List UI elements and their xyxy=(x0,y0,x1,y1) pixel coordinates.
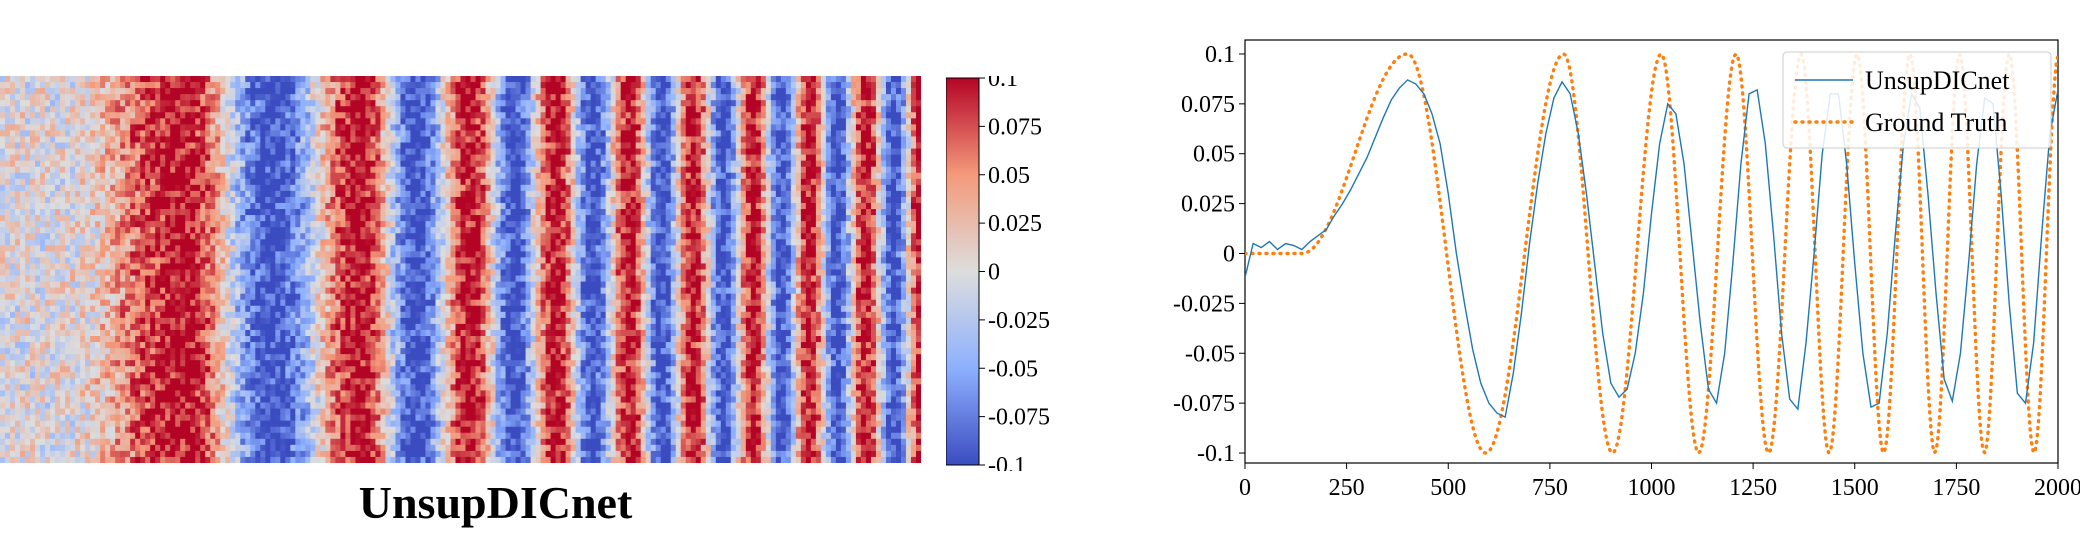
colorbar-tick-label: -0.025 xyxy=(988,308,1050,334)
y-tick-label: -0.05 xyxy=(1185,341,1235,367)
x-tick-label: 250 xyxy=(1329,475,1365,501)
colorbar-tick-label: 0.05 xyxy=(988,163,1030,189)
y-tick-label: 0.025 xyxy=(1181,192,1235,218)
y-tick-label: -0.1 xyxy=(1197,441,1235,467)
x-tick-label: 500 xyxy=(1430,475,1466,501)
strain-field-heatmap xyxy=(0,76,921,463)
colorbar-tick-label: 0.1 xyxy=(988,76,1018,92)
series-ground-truth xyxy=(1245,49,2058,457)
y-tick-label: 0 xyxy=(1223,241,1235,267)
colorbar-tick-label: 0 xyxy=(988,260,1000,286)
y-tick-label: 0.1 xyxy=(1205,42,1235,68)
heatmap-title: UnsupDICnet xyxy=(358,477,633,528)
y-tick-label: -0.025 xyxy=(1173,291,1235,317)
x-tick-label: 1000 xyxy=(1628,475,1676,501)
colorbar-tick-label: -0.05 xyxy=(988,356,1038,382)
legend-label-unsupdicnet: UnsupDICnet xyxy=(1865,66,2010,95)
x-tick-label: 1500 xyxy=(1831,475,1879,501)
colorbar-tick-label: -0.075 xyxy=(988,405,1050,431)
heatmap-image xyxy=(0,76,921,463)
y-tick-label: 0.075 xyxy=(1181,92,1235,118)
legend-label-ground-truth: Ground Truth xyxy=(1865,108,2007,137)
colorbar-tick-label: 0.075 xyxy=(988,114,1042,140)
x-tick-label: 1750 xyxy=(1932,475,1980,501)
legend: UnsupDICnet Ground Truth xyxy=(1782,51,2052,149)
colorbar-tick-label: -0.1 xyxy=(988,453,1026,471)
x-tick-label: 750 xyxy=(1532,475,1568,501)
x-tick-label: 2000 xyxy=(2034,475,2080,501)
colorbar-tick-label: 0.025 xyxy=(988,211,1042,237)
x-tick-label: 0 xyxy=(1239,475,1251,501)
colorbar-gradient xyxy=(946,77,980,466)
heatmap-cells xyxy=(0,76,921,463)
line-chart: 0 250 500 750 1000 1250 1500 1750 2000 0.1 0.075 0.… xyxy=(1173,39,2080,501)
legend-box xyxy=(1782,51,2052,149)
x-tick-label: 1250 xyxy=(1729,475,1777,501)
colorbar: 0.1 0.075 0.05 0.025 0 -0.025 -0.05 -0.075 -0.1 xyxy=(946,76,1050,471)
y-tick-label: -0.075 xyxy=(1173,391,1235,417)
y-tick-label: 0.05 xyxy=(1193,142,1235,168)
